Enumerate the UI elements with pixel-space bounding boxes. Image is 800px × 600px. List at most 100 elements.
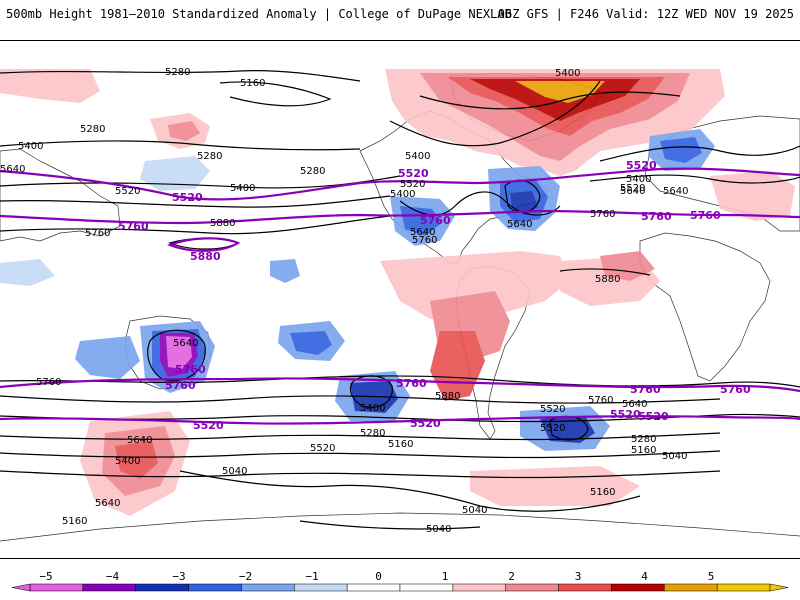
contour-label: 5040 (662, 451, 687, 462)
colorbar-segment (558, 583, 612, 592)
colorbar-low-arrow (11, 583, 31, 592)
contour-label: 5160 (388, 439, 413, 450)
contour-label: 5760 (590, 209, 615, 220)
contour-5040-south (179, 470, 641, 512)
contour-label: 5520 (400, 179, 425, 190)
neg-anomaly-alaska (140, 156, 210, 191)
pos-anomaly-nw-pacific-2 (168, 121, 200, 141)
contour-label: 5640 (620, 186, 645, 197)
colorbar-tick-label: −2 (238, 570, 253, 583)
contour-5040-antarctic (299, 520, 481, 530)
contour-label: 5880 (210, 218, 235, 229)
contour-5400-pacific (0, 140, 361, 151)
contour-label: 5280 (300, 166, 325, 177)
contour-label: 5640 (127, 435, 152, 446)
black-label-group: 5280 5160 5280 5400 5280 5400 5520 5280 … (0, 67, 688, 535)
title-bar: 500mb Height 1981–2010 Standardized Anom… (0, 0, 800, 36)
contour-label: 5640 (95, 498, 120, 509)
contour-5400-atlantic (389, 80, 601, 147)
neg-anomaly-indian-ocean (75, 336, 140, 379)
contour-label: 5760 (85, 228, 110, 239)
colorbar-tick-label: −5 (39, 570, 53, 583)
pos-anomaly-tropical-atlantic (380, 251, 570, 321)
colorbar-segment (294, 583, 348, 592)
purple-contour-label: 5520 (638, 410, 669, 423)
pos-anomaly-southern-ocean (470, 466, 640, 506)
neg-anomaly-west-us-2 (400, 206, 442, 236)
contour-closed-low-sp (349, 375, 393, 408)
colorbar-tick-label: 4 (641, 570, 648, 583)
neg-anomaly-west-pacific (270, 259, 300, 283)
contour-label: 5760 (412, 235, 437, 246)
contour-label: 5880 (595, 274, 620, 285)
contour-label: 5400 (626, 174, 651, 185)
contour-label: 5280 (165, 67, 190, 78)
model-run-info: 06Z GFS | F246 Valid: 12Z WED NOV 19 202… (497, 7, 794, 21)
height-contours (0, 70, 800, 530)
contour-label: 5400 (390, 189, 415, 200)
purple-contour-label: 5520 (626, 159, 657, 172)
antarctica-coast (0, 512, 800, 542)
colorbar: −5 −4 −3 −2 −1 0 1 2 3 4 5 (0, 570, 800, 600)
contour-label: 5040 (426, 524, 451, 535)
contour-label: 5160 (590, 487, 615, 498)
contour-label: 5400 (115, 456, 140, 467)
contour-label: 5280 (197, 151, 222, 162)
colorbar-strip (11, 583, 789, 592)
contour-label: 5640 (622, 399, 647, 410)
contour-5280-south (0, 450, 721, 459)
contour-5640-pacific (0, 195, 391, 208)
colorbar-segment (611, 583, 665, 592)
neg-anomaly-east-pacific (0, 259, 55, 286)
colorbar-segment (399, 583, 454, 592)
contour-label: 5400 (230, 183, 255, 194)
contour-label: 5280 (631, 434, 656, 445)
contour-label: 5160 (62, 516, 87, 527)
pos-anomaly-s-indian-3 (115, 441, 158, 479)
purple-contour-label: 5760 (118, 220, 149, 233)
contour-label: 5400 (555, 68, 580, 79)
contour-label: 5400 (18, 141, 43, 152)
purple-5520-south (0, 415, 800, 425)
colorbar-tick-label: 5 (707, 570, 715, 583)
colorbar-segment (29, 583, 84, 592)
purple-contour-label: 5760 (396, 377, 427, 390)
contour-label: 5640 (507, 219, 532, 230)
purple-5760-south (0, 377, 800, 393)
purple-contour-label: 5760 (165, 379, 196, 392)
contour-label: 5760 (588, 395, 613, 406)
contour-label: 5760 (36, 377, 61, 388)
contour-closed-low-aus (147, 329, 206, 382)
africa-coast (639, 232, 771, 382)
purple-contour-label: 5760 (720, 383, 751, 396)
contour-label: 5640 (663, 186, 688, 197)
west-asia-coast (0, 148, 121, 242)
purple-5520-north (0, 167, 800, 201)
purple-contour-label: 5520 (398, 167, 429, 180)
purple-contour-label: 5760 (690, 209, 721, 222)
contour-5280-north (0, 70, 361, 82)
purple-contours (0, 167, 800, 425)
purple-contour-label: 5760 (641, 210, 672, 223)
contour-label: 5520 (310, 443, 335, 454)
colorbar-tick-label: 1 (441, 570, 449, 583)
colorbar-segment (452, 583, 506, 592)
contour-label: 5640 (0, 164, 25, 175)
purple-contour-label: 5760 (175, 363, 206, 376)
contour-label: 5280 (80, 124, 105, 135)
colorbar-segment (135, 583, 189, 592)
anomaly-map: 5280 5160 5280 5400 5280 5400 5520 5280 … (0, 67, 800, 542)
colorbar-tick-label: −3 (172, 570, 186, 583)
colorbar-segment (82, 583, 136, 592)
contour-5160-north (219, 81, 332, 107)
product-title: 500mb Height 1981–2010 Standardized Anom… (6, 7, 512, 21)
colorbar-high-arrow (769, 583, 789, 592)
purple-contour-label: 5520 (172, 191, 203, 204)
contour-label: 5040 (222, 466, 247, 477)
contour-5760-south (0, 375, 800, 388)
purple-contour-label: 5520 (610, 408, 641, 421)
pos-anomaly-greenland-5 (515, 81, 605, 103)
neg-anomaly-scandinavia-2 (660, 137, 702, 163)
neg-anomaly-east-us-3 (510, 191, 538, 215)
contour-5400-europe (599, 145, 800, 162)
